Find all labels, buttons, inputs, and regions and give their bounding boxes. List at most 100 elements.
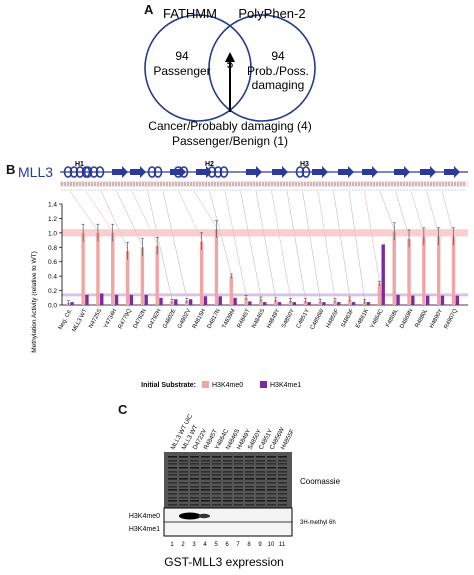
bar-h3k4me1	[248, 301, 252, 305]
lane-number: 11	[279, 542, 286, 548]
mutation-connector	[410, 190, 425, 235]
legend-title: Initial Substrate:	[141, 382, 196, 389]
helix-coil	[295, 166, 305, 178]
bar-h3k4me0	[392, 231, 396, 305]
coomassie-band	[245, 489, 254, 491]
coomassie-band	[267, 463, 276, 465]
lane-number: 9	[258, 542, 262, 548]
bar-h3k4me0	[140, 247, 145, 305]
coomassie-band	[278, 489, 287, 491]
coomassie-band	[278, 474, 287, 476]
coomassie-band	[245, 493, 254, 495]
band-label-me0: H3K4me0	[129, 513, 160, 520]
venn-right-label-2: damaging	[252, 78, 305, 92]
mutation-connector	[240, 190, 262, 298]
legend-label-me1: H3K4me1	[270, 382, 301, 389]
coomassie-band	[201, 471, 210, 473]
category-label: R4779Q	[118, 308, 134, 330]
bar-h3k4me1	[366, 302, 371, 305]
bar-h3k4me0	[155, 245, 159, 305]
panel-label-b: B	[6, 162, 16, 177]
bar-h3k4me0	[96, 232, 100, 305]
coomassie-band	[223, 500, 232, 502]
venn-caption-1: Cancer/Probably damaging (4)	[148, 119, 311, 133]
helix-coil	[213, 166, 223, 178]
category-label: N4846S	[251, 308, 266, 329]
helix-coil	[153, 166, 163, 178]
bar-h3k4me1	[129, 294, 134, 305]
coomassie-band	[234, 474, 243, 476]
category-label: MLL3 WT	[71, 308, 88, 333]
legend-swatch-me0	[202, 381, 209, 388]
y-tick-label: 0.6	[48, 259, 57, 266]
coomassie-band	[201, 478, 210, 480]
coomassie-band	[256, 471, 265, 473]
mutation-connector	[147, 190, 173, 300]
coomassie-band	[223, 497, 232, 499]
coomassie-band	[201, 486, 210, 488]
coomassie-band	[234, 504, 243, 506]
coomassie-band	[168, 460, 177, 462]
coomassie-band	[212, 497, 221, 499]
coomassie-band	[168, 500, 177, 502]
coomassie-band	[245, 504, 254, 506]
coomassie-band	[212, 460, 221, 462]
strand-arrow	[338, 166, 354, 178]
coomassie-band	[201, 460, 210, 462]
coomassie-band	[179, 460, 188, 462]
coomassie-band	[278, 486, 287, 488]
coomassie-band	[190, 456, 199, 458]
legend-swatch-me1	[260, 381, 267, 388]
coomassie-band	[245, 474, 254, 476]
coomassie-band	[256, 463, 265, 465]
bar-h3k4me1	[381, 244, 385, 305]
bar-h3k4me1	[307, 302, 311, 305]
category-label: S4850Y	[281, 308, 296, 329]
sequence-band	[60, 181, 468, 187]
coomassie-band	[234, 478, 243, 480]
coomassie-band	[223, 504, 232, 506]
y-axis-label: Methylation Activity (relative to WT)	[31, 251, 38, 353]
category-label: H4849Y	[266, 308, 281, 329]
band-label-me1: H3K4me1	[129, 526, 160, 533]
mutation-connector	[69, 190, 99, 231]
venn-left-label: Passenger	[153, 64, 210, 78]
coomassie-band	[256, 474, 265, 476]
coomassie-band	[201, 497, 210, 499]
category-label: E4861K	[355, 308, 370, 329]
bar-h3k4me0	[81, 232, 85, 305]
mutation-connector	[224, 190, 247, 296]
bar-h3k4me1	[203, 296, 208, 305]
mutation-connector	[317, 190, 336, 299]
category-label: G4802E	[162, 308, 177, 330]
coomassie-band	[190, 482, 199, 484]
helix-label-2: H2	[205, 161, 214, 168]
coomassie-band	[223, 486, 232, 488]
mutation-connector	[441, 190, 454, 235]
category-label: G4802V	[177, 308, 192, 330]
coomassie-band	[168, 467, 177, 469]
coomassie-band	[245, 463, 254, 465]
coomassie-band	[179, 456, 188, 458]
coomassie-band	[245, 486, 254, 488]
coomassie-band	[179, 474, 188, 476]
bar-h3k4me0	[244, 297, 248, 305]
lane-number: 8	[247, 542, 251, 548]
coomassie-band	[190, 463, 199, 465]
mutation-connector-lines	[69, 190, 454, 300]
coomassie-band	[168, 478, 177, 480]
mutation-connector	[333, 190, 351, 298]
bar-h3k4me1	[85, 294, 89, 305]
strand-arrow	[272, 166, 288, 178]
strand-arrow	[170, 166, 186, 178]
bar-h3k4me0	[185, 300, 189, 305]
coomassie-band	[267, 460, 276, 462]
coomassie-band	[234, 500, 243, 502]
sequence-strip	[60, 181, 468, 191]
coomassie-band	[212, 478, 221, 480]
coomassie-band	[223, 467, 232, 469]
bar-h3k4me1	[411, 295, 415, 305]
coomassie-band	[223, 471, 232, 473]
bar-h3k4me0	[303, 300, 308, 305]
